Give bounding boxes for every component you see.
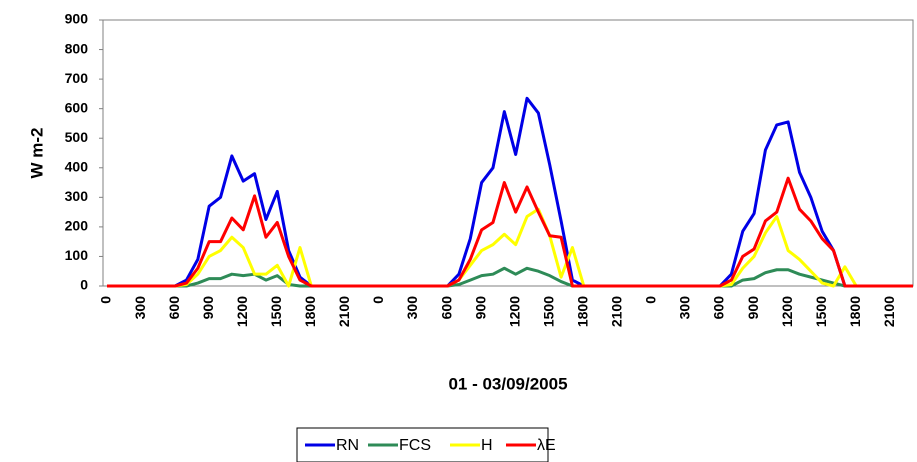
- y-tick-label: 200: [65, 218, 89, 234]
- x-tick-label: 1200: [234, 296, 250, 327]
- x-tick-label: 1200: [779, 296, 795, 327]
- x-tick-label: 2100: [609, 296, 625, 327]
- y-tick-label: 900: [65, 11, 89, 27]
- series-line: [107, 96, 913, 288]
- series-line: [107, 266, 913, 288]
- x-tick-label: 1500: [813, 296, 829, 327]
- x-tick-label: 1800: [302, 296, 318, 327]
- x-tick-label: 1500: [268, 296, 284, 327]
- x-tick-label: 600: [438, 296, 454, 320]
- plot-area: [102, 19, 914, 287]
- y-tick-label: 800: [65, 40, 89, 56]
- x-tick-label: 900: [472, 296, 488, 320]
- x-tick-label: 0: [643, 296, 659, 304]
- x-tick-label: 900: [745, 296, 761, 320]
- x-tick-label: 600: [711, 296, 727, 320]
- series-line: [107, 176, 913, 288]
- x-tick-label: 1200: [506, 296, 522, 327]
- y-tick-label: 600: [65, 99, 89, 115]
- x-tick-label: 1800: [847, 296, 863, 327]
- legend-label: RN: [336, 437, 359, 454]
- x-tick-label: 900: [200, 296, 216, 320]
- x-tick-label: 2100: [336, 296, 352, 327]
- x-tick-label: 0: [98, 296, 114, 304]
- x-tick-label: 1500: [540, 296, 556, 327]
- legend-label: λE: [537, 437, 556, 454]
- x-tick-label: 0: [370, 296, 386, 304]
- y-tick-label: 700: [65, 70, 89, 86]
- x-tick-label: 300: [404, 296, 420, 320]
- series-line: [107, 207, 913, 288]
- y-tick-label: 300: [65, 188, 89, 204]
- legend-label: H: [481, 437, 493, 454]
- y-axis-title: W m-2: [27, 128, 46, 179]
- x-tick-label: 300: [132, 296, 148, 320]
- x-tick-label: 600: [166, 296, 182, 320]
- y-tick-label: 0: [80, 277, 88, 293]
- y-tick-label: 100: [65, 247, 89, 263]
- x-tick-label: 300: [677, 296, 693, 320]
- legend-label: FCS: [399, 437, 431, 454]
- x-axis-title: 01 - 03/09/2005: [448, 374, 567, 393]
- y-tick-label: 500: [65, 129, 89, 145]
- y-tick-label: 400: [65, 158, 89, 174]
- x-tick-label: 1800: [574, 296, 590, 327]
- x-tick-label: 2100: [881, 296, 897, 327]
